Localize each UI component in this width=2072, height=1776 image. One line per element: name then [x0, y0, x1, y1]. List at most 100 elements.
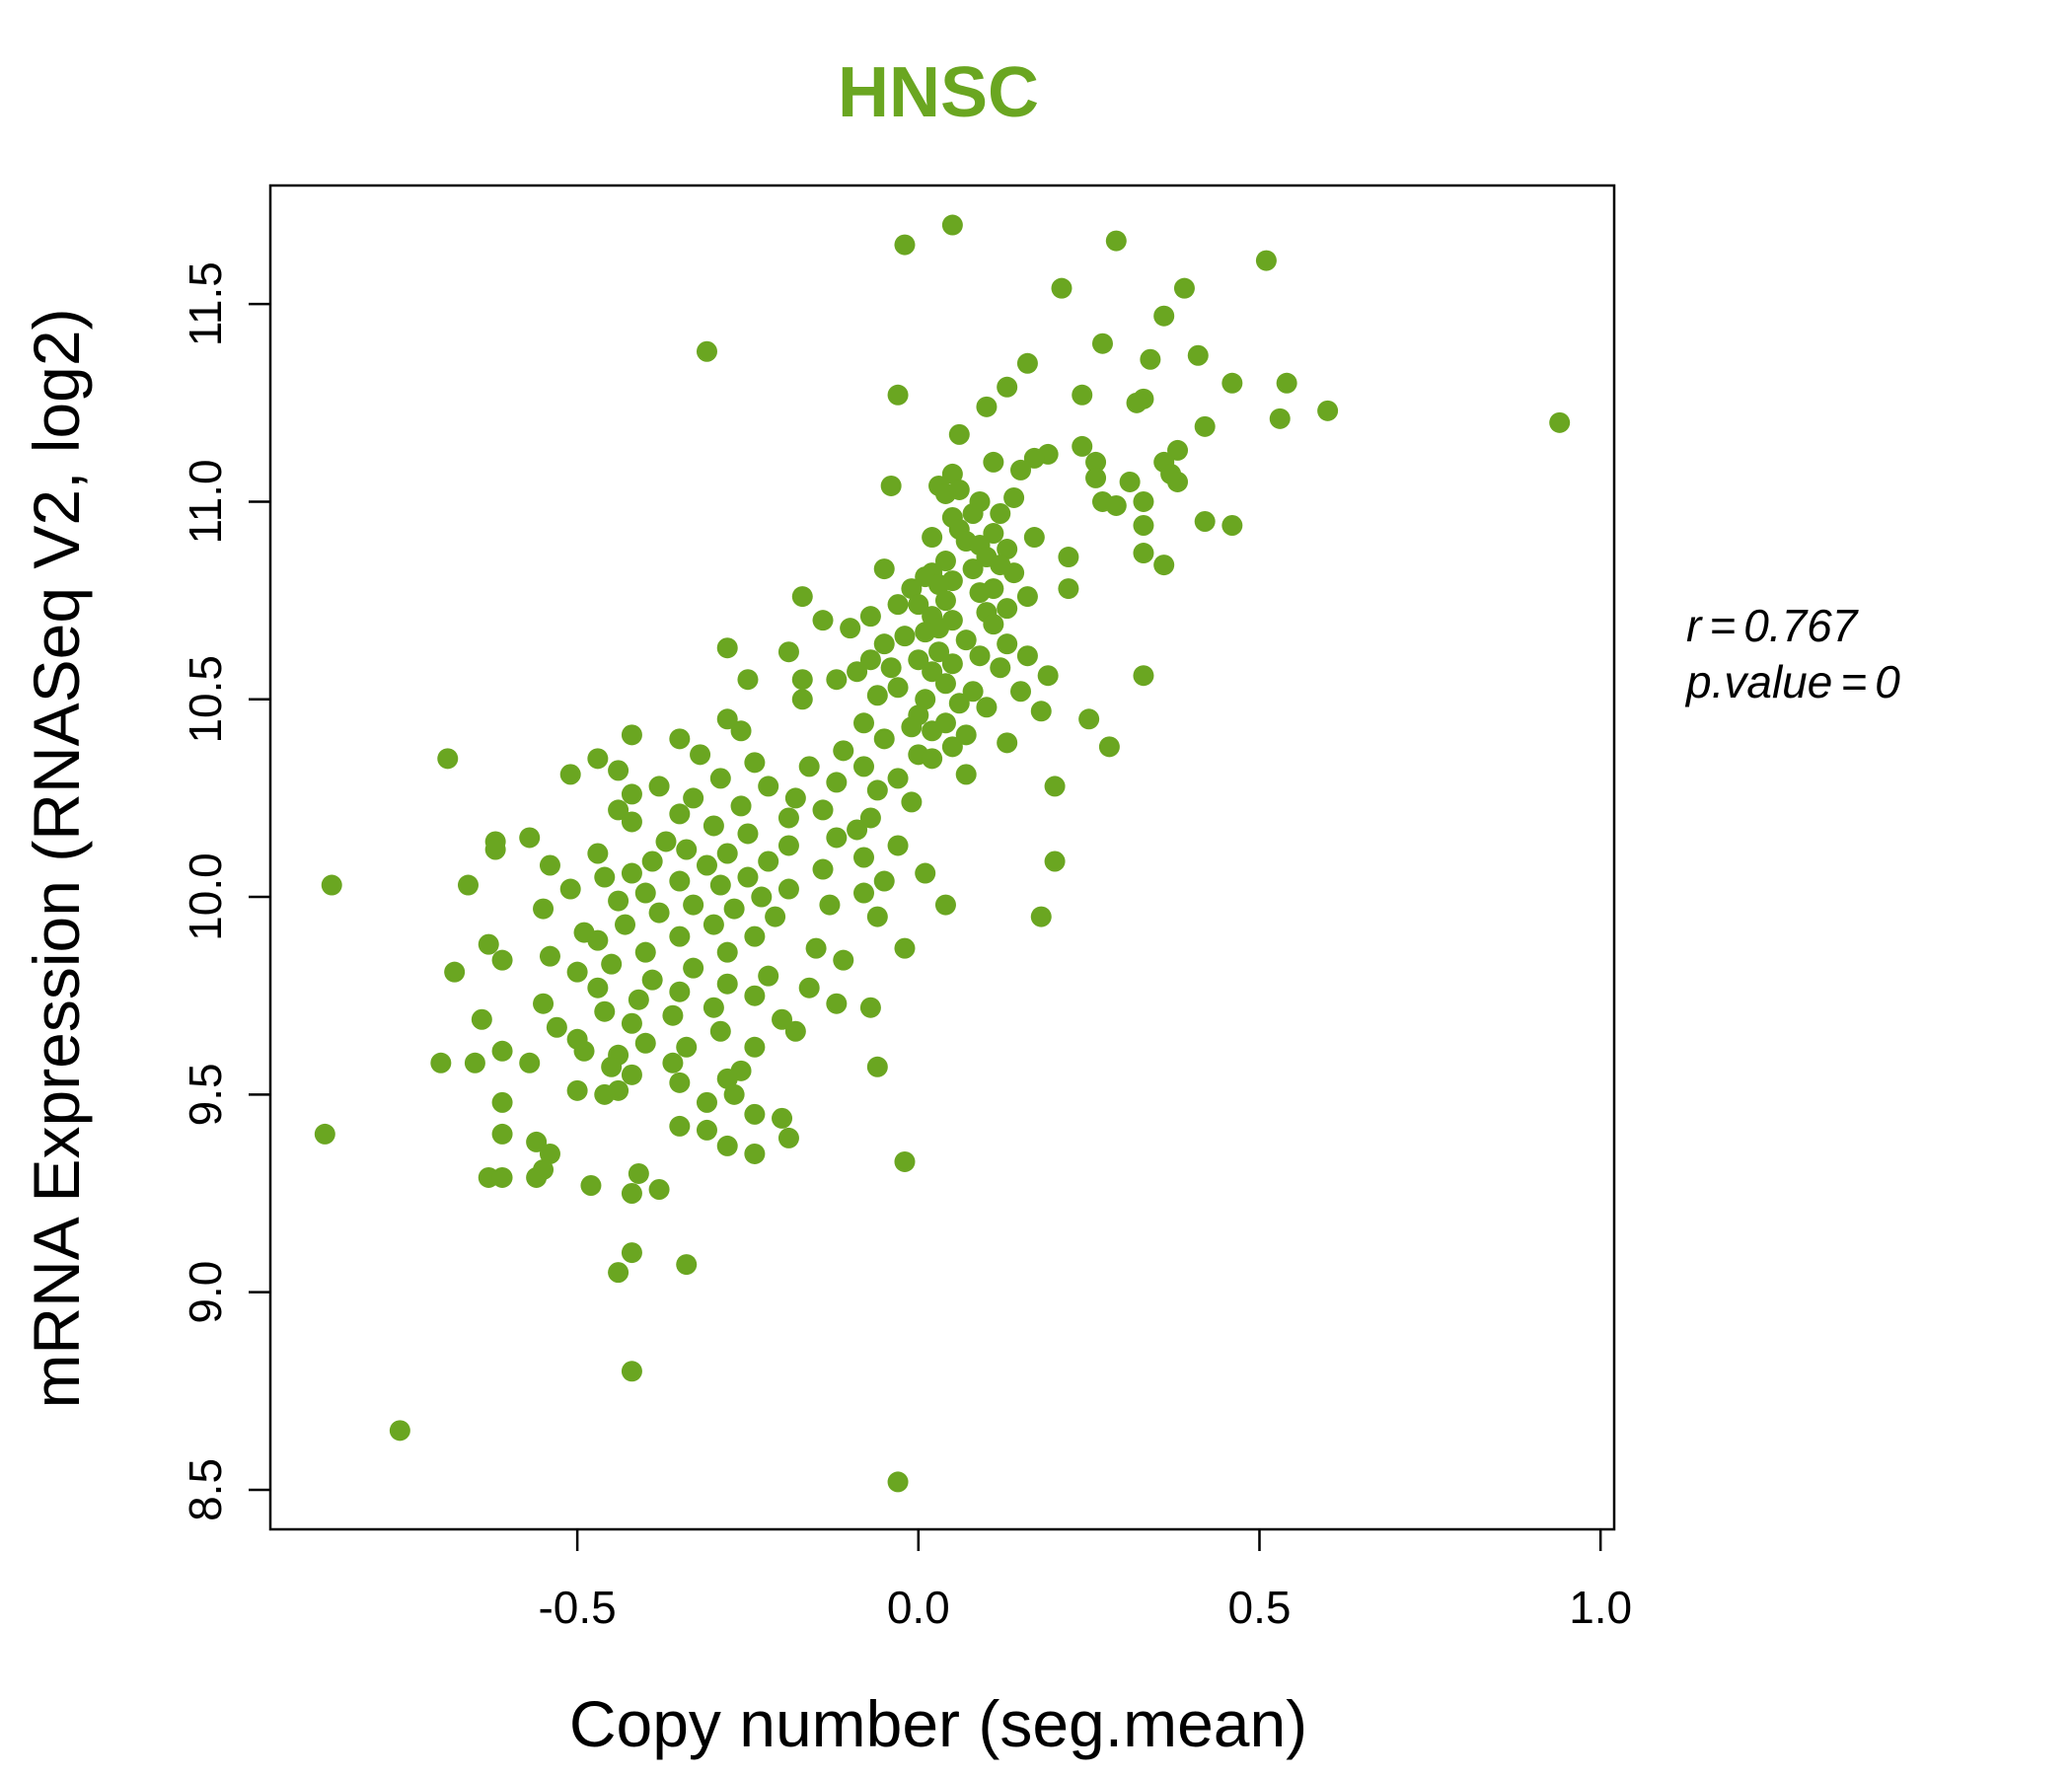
data-point: [997, 539, 1018, 560]
data-point: [594, 1000, 616, 1022]
data-point: [948, 693, 970, 714]
data-point: [887, 1471, 909, 1493]
data-point: [444, 961, 466, 983]
data-point: [852, 756, 874, 777]
data-point: [314, 1123, 335, 1145]
data-point: [826, 993, 848, 1014]
data-point: [491, 1123, 513, 1145]
data-point: [1098, 736, 1120, 758]
data-point: [484, 839, 506, 860]
data-point: [526, 1166, 548, 1188]
data-point: [812, 799, 834, 821]
data-point: [621, 1064, 642, 1085]
data-point: [1119, 471, 1141, 492]
data-point: [784, 787, 806, 809]
data-point: [744, 925, 766, 947]
data-point: [491, 1091, 513, 1113]
data-point: [457, 874, 479, 896]
y-tick-label: 11.0: [180, 459, 231, 544]
data-point: [962, 502, 984, 524]
data-point: [1221, 515, 1243, 537]
data-point: [777, 1127, 799, 1148]
data-point: [866, 1056, 888, 1077]
data-point: [791, 689, 813, 710]
data-point: [852, 847, 874, 868]
data-point: [478, 933, 499, 955]
data-point: [716, 1135, 738, 1156]
data-point: [941, 736, 963, 758]
data-point: [901, 578, 923, 600]
data-point: [880, 657, 902, 679]
data-point: [833, 949, 854, 971]
data-point: [798, 756, 820, 777]
data-point: [887, 677, 909, 699]
data-point: [772, 1008, 793, 1030]
data-point: [641, 851, 663, 872]
data-point: [716, 708, 738, 730]
data-point: [777, 641, 799, 663]
data-point: [990, 657, 1011, 679]
data-point: [1003, 562, 1025, 584]
data-point: [840, 618, 861, 639]
data-point: [997, 732, 1018, 754]
data-point: [1023, 447, 1045, 469]
data-point: [1133, 490, 1154, 512]
data-point: [709, 768, 731, 789]
data-point: [621, 862, 642, 884]
data-point: [887, 384, 909, 406]
data-point: [594, 866, 616, 888]
data-point: [894, 937, 916, 959]
data-point: [628, 989, 649, 1010]
data-point: [976, 697, 998, 718]
data-point: [533, 898, 555, 920]
data-point: [928, 574, 950, 596]
data-point: [826, 669, 848, 691]
data-point: [1037, 665, 1059, 687]
data-point: [587, 843, 609, 864]
data-point: [716, 843, 738, 864]
data-point: [901, 716, 923, 738]
data-point: [1016, 352, 1038, 374]
data-point: [922, 661, 943, 683]
data-point: [791, 669, 813, 691]
data-point: [730, 720, 752, 742]
data-point: [826, 772, 848, 793]
data-point: [615, 914, 636, 935]
data-point: [1153, 555, 1175, 576]
data-point: [1085, 451, 1107, 473]
data-point: [887, 768, 909, 789]
data-point: [716, 941, 738, 963]
data-point: [915, 622, 936, 643]
data-point: [621, 1361, 642, 1382]
data-point: [1030, 906, 1052, 927]
data-point: [703, 914, 724, 935]
data-point: [662, 1052, 684, 1073]
data-point: [621, 1012, 642, 1034]
data-point: [908, 594, 929, 616]
data-point: [791, 586, 813, 608]
data-point: [669, 870, 691, 892]
axis-ticks: -0.5 0.0 0.5 1.0 8.5 9.0 9.5 10.0 10.5 11.0 11.5: [180, 261, 1632, 1633]
plot-frame: [268, 184, 1616, 1531]
data-point: [723, 1083, 745, 1105]
data-point: [648, 902, 670, 924]
data-point: [934, 482, 956, 504]
data-point: [1126, 392, 1147, 413]
data-point: [634, 882, 656, 904]
x-axis-label: Copy number (seg.mean): [569, 1687, 1307, 1760]
data-point: [669, 981, 691, 1002]
data-point: [539, 854, 560, 876]
data-point: [1010, 681, 1032, 703]
data-point: [608, 760, 629, 781]
data-point: [648, 1178, 670, 1200]
data-point: [628, 1162, 649, 1184]
data-point: [758, 851, 779, 872]
data-point: [1140, 348, 1161, 370]
data-point: [744, 1103, 766, 1125]
data-point: [777, 807, 799, 829]
data-point: [539, 1143, 560, 1164]
data-point: [922, 527, 943, 549]
data-point: [887, 835, 909, 856]
data-point: [962, 558, 984, 580]
data-point: [566, 1079, 588, 1101]
